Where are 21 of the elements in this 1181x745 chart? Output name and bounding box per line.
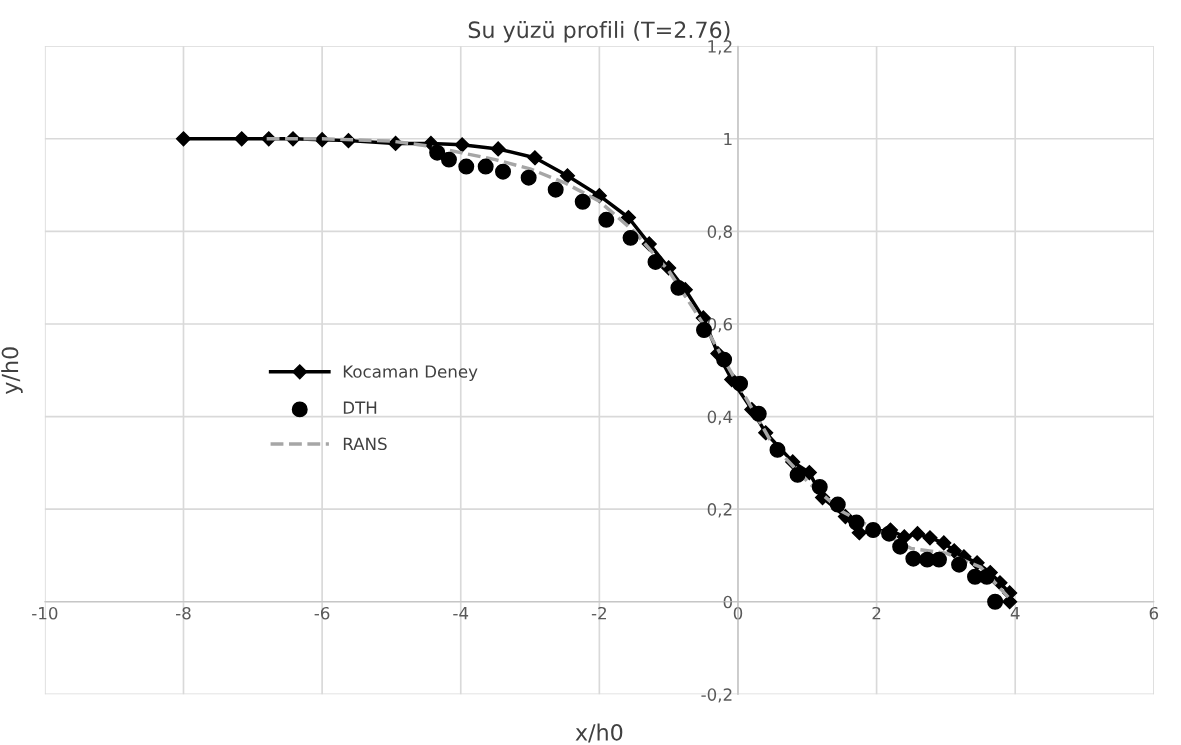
x-tick-label: -2 <box>591 606 606 620</box>
x-tick-label: -10 <box>32 606 58 620</box>
y-tick-label: 0 <box>723 595 733 609</box>
x-tick-label: -4 <box>453 607 469 620</box>
y-tick-label: 0,8 <box>707 225 732 240</box>
y-tick-label: 1,2 <box>708 40 732 55</box>
x-tick-label: 2 <box>872 606 881 620</box>
x-tick-label: -6 <box>314 606 330 620</box>
y-tick-label: 0,2 <box>707 503 732 518</box>
legend-label: DTH <box>343 401 377 414</box>
y-tick-label: 1 <box>724 132 732 146</box>
x-tick-label: 4 <box>1010 607 1020 620</box>
x-tick-label: -8 <box>176 606 191 620</box>
x-tick-label: 0 <box>733 606 743 620</box>
x-axis-title: x/h0 <box>575 723 623 743</box>
legend-label: RANS <box>343 437 387 451</box>
y-tick-label: 0,4 <box>707 410 733 425</box>
x-tick-label: 6 <box>1149 606 1159 620</box>
y-tick-label: -0,2 <box>701 688 732 703</box>
y-axis-title: y/h0 <box>1 347 23 395</box>
legend-label: Kocaman Deney <box>343 365 478 382</box>
